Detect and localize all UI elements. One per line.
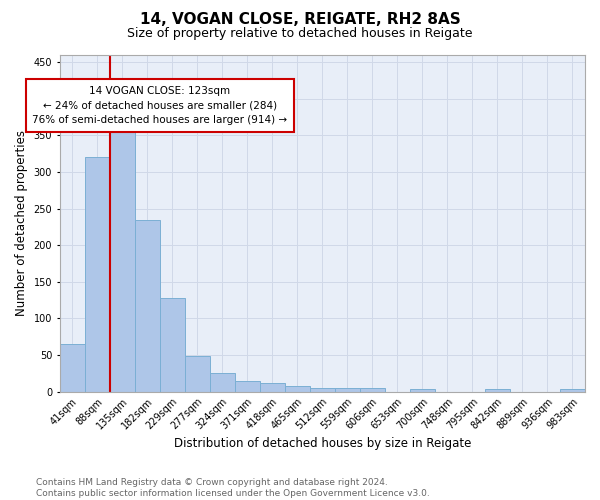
Y-axis label: Number of detached properties: Number of detached properties xyxy=(15,130,28,316)
Bar xyxy=(485,388,510,392)
Bar xyxy=(560,388,585,392)
Bar xyxy=(335,388,360,392)
Text: Size of property relative to detached houses in Reigate: Size of property relative to detached ho… xyxy=(127,28,473,40)
Bar xyxy=(135,220,160,392)
Bar xyxy=(285,386,310,392)
Bar xyxy=(110,130,135,392)
Bar xyxy=(85,158,110,392)
Bar xyxy=(185,356,210,392)
Bar xyxy=(310,388,335,392)
Bar xyxy=(60,344,85,392)
Bar xyxy=(410,388,435,392)
Bar xyxy=(360,388,385,392)
Bar xyxy=(160,298,185,392)
X-axis label: Distribution of detached houses by size in Reigate: Distribution of detached houses by size … xyxy=(174,437,471,450)
Text: Contains HM Land Registry data © Crown copyright and database right 2024.
Contai: Contains HM Land Registry data © Crown c… xyxy=(36,478,430,498)
Text: 14, VOGAN CLOSE, REIGATE, RH2 8AS: 14, VOGAN CLOSE, REIGATE, RH2 8AS xyxy=(140,12,460,28)
Bar xyxy=(260,383,285,392)
Text: 14 VOGAN CLOSE: 123sqm
← 24% of detached houses are smaller (284)
76% of semi-de: 14 VOGAN CLOSE: 123sqm ← 24% of detached… xyxy=(32,86,287,126)
Bar xyxy=(210,374,235,392)
Bar xyxy=(235,380,260,392)
